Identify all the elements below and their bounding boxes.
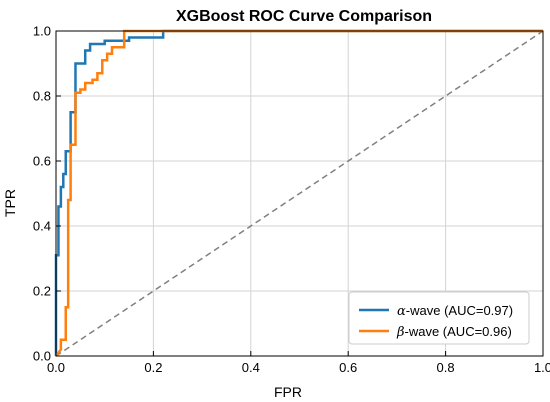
chart-title: XGBoost ROC Curve Comparison <box>176 8 432 25</box>
series-lines <box>54 29 544 357</box>
x-axis-label: FPR <box>274 384 302 400</box>
legend-box <box>348 291 530 345</box>
roc-line-beta-wave <box>54 29 543 357</box>
legend-entry-beta: β-wave (AUC=0.96) <box>396 324 512 340</box>
x-tick-label: 0.0 <box>47 360 65 375</box>
y-axis-label: TPR <box>2 189 18 217</box>
x-tick-label: 0.8 <box>437 360 455 375</box>
legend-label-beta: -wave (AUC=0.96) <box>405 324 512 339</box>
roc-line-diagonal <box>55 30 544 357</box>
plot-frame <box>55 30 544 357</box>
legend-greek-alpha: α <box>397 304 406 319</box>
y-tick-label: 0.8 <box>33 89 51 104</box>
y-tick-label: 0.2 <box>33 284 51 299</box>
y-tick-label: 0.6 <box>33 154 51 169</box>
y-tick-label: 0.0 <box>33 349 51 364</box>
legend-greek-beta: β <box>396 325 405 340</box>
legend-entry-alpha: α-wave (AUC=0.97) <box>397 303 513 319</box>
x-tick-label: 0.2 <box>144 360 162 375</box>
x-tick-label: 0.6 <box>339 360 357 375</box>
x-tick-label: 0.4 <box>242 360 260 375</box>
y-tick-label: 1.0 <box>33 24 51 39</box>
legend-label-alpha: -wave (AUC=0.97) <box>406 303 513 318</box>
axis-ticks: 0.0 0.2 0.4 0.6 0.8 1.0 0.0 0.2 0.4 0.6 0.8 1.0 <box>33 24 550 376</box>
y-tick-label: 0.4 <box>33 219 51 234</box>
x-tick-label: 1.0 <box>534 360 550 375</box>
legend: α-wave (AUC=0.97) β-wave (AUC=0.96) <box>348 291 530 345</box>
